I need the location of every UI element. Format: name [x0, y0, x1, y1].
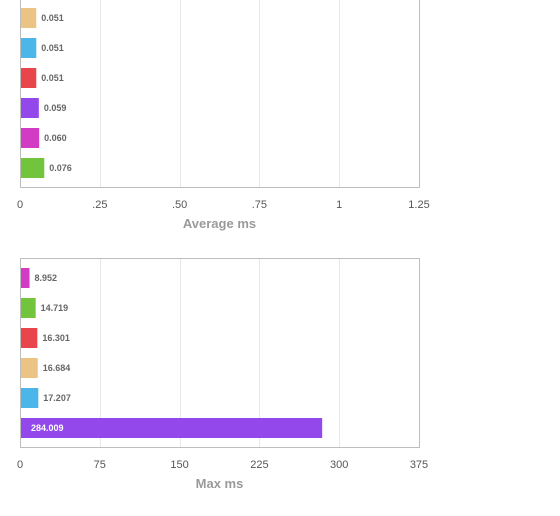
bar-value-label: 0.059: [44, 103, 67, 113]
x-tick-label: 1.25: [408, 199, 429, 211]
bar: [21, 38, 37, 58]
bar: [21, 328, 38, 348]
x-tick-label: 75: [94, 459, 106, 471]
bar: [21, 418, 323, 438]
x-tick-label: .75: [252, 199, 267, 211]
bar: [21, 298, 36, 318]
bar-value-label: 284.009: [31, 423, 64, 433]
bar-value-label: 14.719: [41, 303, 69, 313]
bar-value-label: 8.952: [35, 273, 58, 283]
average-ms-chart: 0.051 0.051 0.051 0.059 0.060 0.076 0 .25 .50 .75…: [17, 0, 430, 231]
x-tick-label: 375: [410, 459, 428, 471]
x-tick-label: 225: [250, 459, 268, 471]
bar: [21, 158, 45, 178]
bar: [21, 68, 37, 88]
bar-value-label: 0.051: [41, 43, 64, 53]
bar-value-label: 0.051: [41, 73, 64, 83]
plot-frame: [20, 0, 420, 188]
max-ms-chart: 8.952 14.719 16.301 16.684 17.207 284.009 0 75 1…: [17, 258, 428, 491]
bar: [21, 98, 39, 118]
x-tick-label: .50: [172, 199, 187, 211]
bar: [21, 128, 40, 148]
bar-value-label: 16.301: [42, 333, 70, 343]
bar-value-label: 17.207: [43, 393, 71, 403]
bar-value-label: 0.051: [41, 13, 64, 23]
x-axis-title: Max ms: [196, 476, 244, 491]
x-tick-label: 150: [170, 459, 188, 471]
x-tick-label: 300: [330, 459, 348, 471]
bar-value-label: 0.060: [44, 133, 67, 143]
bar: [21, 388, 39, 408]
plot-frame: [20, 258, 420, 448]
bar: [21, 358, 38, 378]
bar-value-label: 16.684: [43, 363, 71, 373]
x-axis-title: Average ms: [183, 216, 256, 231]
bar: [21, 8, 37, 28]
bar: [21, 268, 30, 288]
bar-value-label: 0.076: [49, 163, 72, 173]
x-tick-label: .25: [92, 199, 107, 211]
x-tick-label: 1: [336, 199, 342, 211]
x-tick-label: 0: [17, 199, 23, 211]
x-tick-label: 0: [17, 459, 23, 471]
